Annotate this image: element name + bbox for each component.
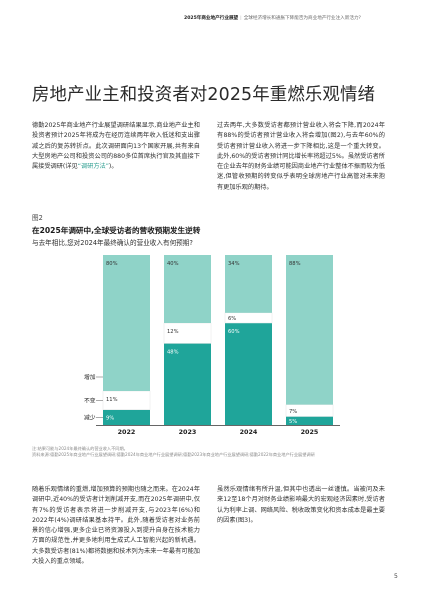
figure-source: 资料来源:德勤2025年商业地产行业展望调研;德勤2024年商业地产行业展望调研… (32, 452, 315, 458)
data-label-2022-2: 80% (106, 261, 118, 267)
header-divider: | (240, 16, 242, 21)
body-right-paragraph: 虽然乐观情绪有所升温,但其中也透出一丝谨慎。当被问及未来12至18个月对财务业绩… (217, 486, 385, 524)
data-label-2025-0: 5% (289, 419, 297, 425)
data-label-2024-1: 6% (228, 316, 236, 322)
report-title: 2025年商业地产行业展望 (184, 16, 239, 21)
intro-left-paragraph: 德勤2025年商业地产行业展望调研结果显示,商业地产业主和投资者预计2025年将… (32, 121, 200, 172)
bar-segment-2023-2 (164, 255, 211, 323)
body-left-paragraph: 随着乐观情绪的重燃,增加预算的预期也随之而来。在2024年调研中,近40%的受访… (32, 486, 200, 566)
report-subtitle: 全球经济增长和通胀下降能否为商业地产行业注入新活力? (243, 16, 361, 21)
page-headline: 房地产业主和投资者对2025年重燃乐观情绪 (32, 85, 376, 105)
bar-segment-2025-1 (285, 404, 334, 417)
data-label-2022-1: 11% (106, 397, 118, 403)
data-label-2023-1: 12% (167, 329, 179, 335)
data-label-2025-2: 88% (289, 261, 301, 267)
page-number: 5 (394, 573, 398, 580)
x-tick-label-2022: 2022 (118, 428, 136, 436)
data-label-2024-0: 60% (228, 329, 240, 335)
figure-label: 图2 (32, 214, 43, 222)
bar-segment-2025-0 (286, 416, 333, 425)
bar-segment-2024-0 (225, 323, 272, 425)
data-label-2022-0: 9% (106, 416, 114, 422)
bar-segment-2023-0 (164, 343, 211, 425)
row-label-1: 不变 (84, 396, 96, 404)
row-label-0: 增加 (84, 373, 96, 381)
data-label-2024-2: 34% (228, 261, 240, 267)
bar-segment-2022-0 (103, 409, 150, 425)
figure-title: 在2025年调研中,全球受访者的营收预期发生逆转 (32, 226, 201, 235)
bar-segment-2022-1 (102, 390, 151, 410)
row-label-2: 减少 (84, 413, 96, 421)
figure-question: 与去年相比,您对2024年最终确认的营业收入有何预期? (32, 239, 193, 247)
bar-segment-2022-2 (103, 255, 150, 391)
bar-segment-2024-2 (225, 255, 272, 313)
x-tick-label-2024: 2024 (240, 428, 258, 436)
x-tick-label-2023: 2023 (179, 428, 197, 436)
data-label-2025-1: 7% (289, 409, 297, 415)
x-tick-label-2025: 2025 (301, 428, 319, 436)
bar-segment-2025-2 (286, 255, 333, 405)
data-label-2023-2: 40% (167, 261, 179, 267)
figure-note: 注:结果可能与2024年最终确认的营业收入不同期。 (32, 446, 128, 451)
intro-left-tail: )。 (108, 163, 118, 171)
data-label-2023-0: 48% (167, 349, 179, 355)
bar-segment-2024-1 (224, 312, 273, 324)
intro-right-paragraph: 过去两年,大多数受访者都预计营业收入将会下降,而2024年有88%的受访者预计营… (217, 122, 385, 191)
running-header: 2025年商业地产行业展望 | 全球经济增长和通胀下降能否为商业地产行业注入新活力? (184, 16, 408, 22)
intro-left-text: 德勤2025年商业地产行业展望调研结果显示,商业地产业主和投资者预计2025年将… (32, 122, 200, 171)
methodology-link[interactable]: “调研方法” (77, 163, 109, 171)
figure-footnotes: 注:结果可能与2024年最终确认的营业收入不同期。 资料来源:德勤2025年商业… (32, 446, 384, 458)
bar-segment-2023-1 (163, 322, 212, 344)
